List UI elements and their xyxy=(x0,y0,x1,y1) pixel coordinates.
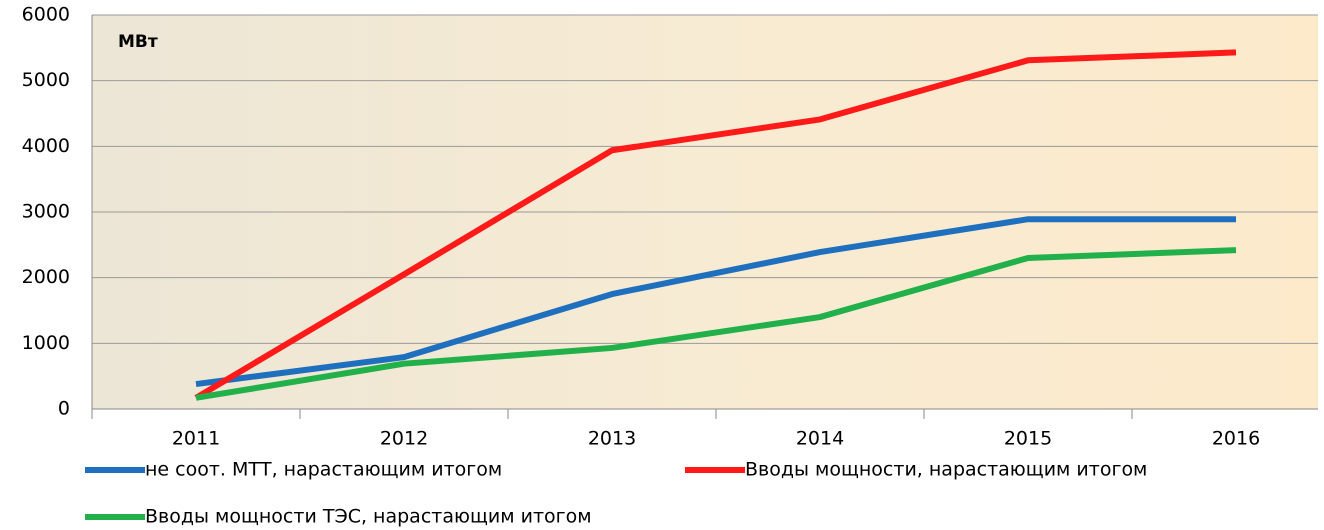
y-tick-label: 0 xyxy=(58,398,70,420)
x-tick-label: 2014 xyxy=(796,428,844,450)
y-tick-label: 4000 xyxy=(22,135,70,157)
x-tick-label: 2013 xyxy=(588,428,636,450)
series-line xyxy=(195,216,1236,388)
x-tick-label: 2016 xyxy=(1212,428,1260,450)
x-tick-label: 2015 xyxy=(1004,428,1052,450)
y-tick-label: 3000 xyxy=(22,201,70,223)
y-tick-label: 1000 xyxy=(22,332,70,354)
series-line xyxy=(195,247,1237,401)
y-tick-label: 2000 xyxy=(22,266,70,288)
x-tick-label: 2012 xyxy=(380,428,428,450)
legend-label: не соот. МТТ, нарастающим итогом xyxy=(145,459,502,481)
legend-label: Вводы мощности ТЭС, нарастающим итогом xyxy=(145,506,592,528)
y-tick-label: 6000 xyxy=(22,4,70,26)
x-tick-label: 2011 xyxy=(172,428,220,450)
y-tick-label: 5000 xyxy=(22,69,70,91)
legend-label: Вводы мощности, нарастающим итогом xyxy=(745,459,1147,481)
unit-label: МВт xyxy=(118,32,158,52)
series-line xyxy=(194,49,1237,401)
